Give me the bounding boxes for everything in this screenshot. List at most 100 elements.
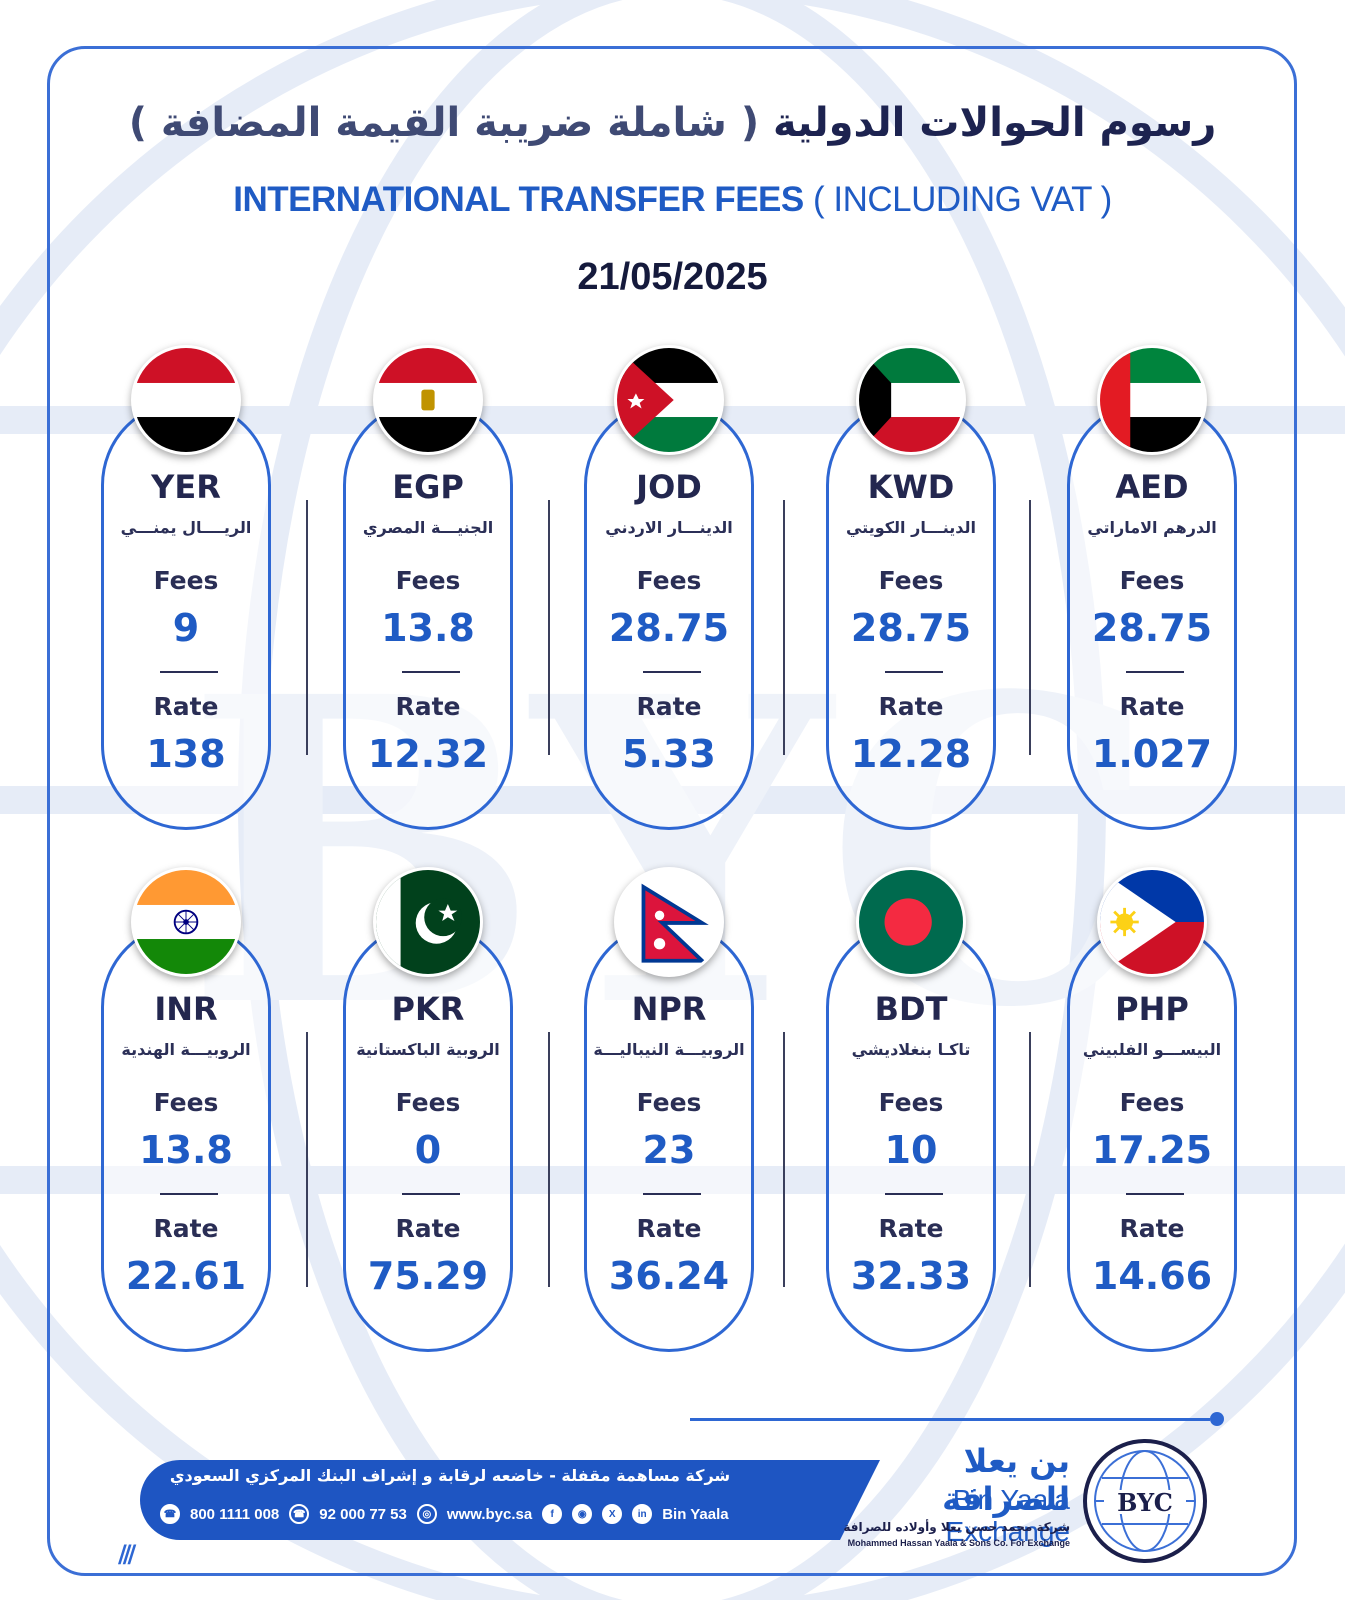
fees-value: 28.75 <box>608 606 730 650</box>
fees-value: 13.8 <box>381 606 475 650</box>
currency-card-egp: EGP الجنيـــة المصري Fees 13.8 Rate 12.3… <box>343 345 513 830</box>
currency-card-kwd: KWD الدينـــار الكويتي Fees 28.75 Rate 1… <box>826 345 996 830</box>
yemen-flag-icon <box>131 345 241 455</box>
whatsapp-icon: ☎ <box>289 1504 310 1524</box>
rate-value: 12.32 <box>367 732 489 776</box>
fees-value: 0 <box>414 1128 442 1172</box>
currency-card-pkr: PKR الروبية الباكستانية Fees 0 Rate 75.2… <box>343 867 513 1352</box>
rate-value: 22.61 <box>125 1254 247 1298</box>
phone-number-2[interactable]: 92 000 77 53 <box>319 1505 407 1523</box>
title-arabic: رسوم الحوالات الدولية ( شاملة ضريبة القي… <box>0 100 1345 146</box>
byc-logo: BYC <box>1083 1439 1207 1563</box>
rate-label: Rate <box>1119 1214 1185 1243</box>
currency-code: KWD <box>867 468 955 506</box>
currency-code: BDT <box>874 990 948 1028</box>
x-icon[interactable]: X <box>602 1504 623 1524</box>
currency-name-ar: الريــــال يمنـــي <box>120 518 252 537</box>
footer-legal-text: شركة مساهمة مقفلة - خاضعه لرقابة و إشراف… <box>169 1466 731 1485</box>
column-separator <box>306 1032 308 1287</box>
egypt-flag-icon <box>373 345 483 455</box>
fees-label: Fees <box>878 566 944 595</box>
currency-card-npr: NPR الروبيـــة النيباليـــة Fees 23 Rate… <box>584 867 754 1352</box>
fees-label: Fees <box>1119 566 1185 595</box>
rate-value: 5.33 <box>622 732 716 776</box>
currency-name-ar: البيســـو الفلبيني <box>1082 1040 1222 1059</box>
currency-name-ar: الدرهم الاماراتي <box>1087 518 1217 537</box>
title-english: INTERNATIONAL TRANSFER FEES ( INCLUDING … <box>0 180 1345 220</box>
kuwait-flag-icon <box>856 345 966 455</box>
title-en-main: INTERNATIONAL TRANSFER FEES <box>233 180 804 219</box>
fees-label: Fees <box>1119 1088 1185 1117</box>
rate-value: 1.027 <box>1091 732 1213 776</box>
rate-label: Rate <box>1119 692 1185 721</box>
currency-name-ar: الدينـــار الكويتي <box>845 518 977 537</box>
fees-value: 10 <box>884 1128 938 1172</box>
divider <box>1126 1193 1184 1195</box>
rate-label: Rate <box>153 1214 219 1243</box>
instagram-icon[interactable]: ◉ <box>572 1504 593 1524</box>
nepal-flag-icon <box>614 867 724 977</box>
divider <box>643 671 701 673</box>
pakistan-flag-icon <box>373 867 483 977</box>
divider <box>160 1193 218 1195</box>
fees-label: Fees <box>636 1088 702 1117</box>
currency-card-php: PHP البيســـو الفلبيني Fees 17.25 Rate 1… <box>1067 867 1237 1352</box>
fees-label: Fees <box>395 566 461 595</box>
column-separator <box>548 1032 550 1287</box>
currency-name-ar: الجنيـــة المصري <box>362 518 494 537</box>
rate-value: 75.29 <box>367 1254 489 1298</box>
phone-number-1[interactable]: 800 1111 008 <box>190 1505 280 1523</box>
fees-value: 28.75 <box>850 606 972 650</box>
currency-code: NPR <box>631 990 707 1028</box>
decorative-slashes: /// <box>118 1540 136 1568</box>
divider <box>402 1193 460 1195</box>
column-separator <box>306 500 308 755</box>
rate-label: Rate <box>153 692 219 721</box>
website-link[interactable]: www.byc.sa <box>446 1505 533 1523</box>
divider <box>1126 671 1184 673</box>
logo-text: BYC <box>1117 1488 1173 1517</box>
currency-code: PHP <box>1115 990 1189 1028</box>
currency-code: JOD <box>636 468 702 506</box>
column-separator <box>783 1032 785 1287</box>
fees-value: 9 <box>172 606 200 650</box>
rate-value: 12.28 <box>850 732 972 776</box>
rate-label: Rate <box>878 1214 944 1243</box>
currency-code: PKR <box>391 990 465 1028</box>
column-separator <box>1029 1032 1031 1287</box>
rate-label: Rate <box>395 692 461 721</box>
currency-code: EGP <box>392 468 464 506</box>
footer-contacts: ☎ 800 1111 008 ☎ 92 000 77 53 ◎ www.byc.… <box>160 1499 760 1529</box>
currency-code: AED <box>1115 468 1189 506</box>
rate-value: 32.33 <box>850 1254 972 1298</box>
facebook-icon[interactable]: f <box>542 1504 563 1524</box>
phone-icon: ☎ <box>160 1504 180 1524</box>
linkedin-icon[interactable]: in <box>632 1504 653 1524</box>
divider <box>160 671 218 673</box>
brand-name-arabic: بن يعلا للصرافة <box>942 1442 1070 1518</box>
currency-name-ar: الروبية الباكستانية <box>356 1040 500 1059</box>
fees-label: Fees <box>636 566 702 595</box>
divider <box>885 671 943 673</box>
currency-name-ar: الروبيـــة النيباليـــة <box>593 1040 745 1059</box>
currency-card-jod: JOD الدينـــار الاردني Fees 28.75 Rate 5… <box>584 345 754 830</box>
column-separator <box>783 500 785 755</box>
fees-label: Fees <box>153 566 219 595</box>
bangladesh-flag-icon <box>856 867 966 977</box>
divider <box>643 1193 701 1195</box>
rate-value: 36.24 <box>608 1254 730 1298</box>
footer-accent-dot <box>1210 1412 1224 1426</box>
rate-label: Rate <box>395 1214 461 1243</box>
content-frame <box>47 46 1297 1576</box>
brand-name-english: Bin Yaala Exchange <box>945 1484 1070 1547</box>
rate-label: Rate <box>878 692 944 721</box>
currency-code: INR <box>154 990 218 1028</box>
rate-value: 138 <box>146 732 226 776</box>
fees-value: 23 <box>642 1128 696 1172</box>
currency-card-inr: INR الروبيـــة الهندية Fees 13.8 Rate 22… <box>101 867 271 1352</box>
fees-value: 13.8 <box>139 1128 233 1172</box>
fees-label: Fees <box>153 1088 219 1117</box>
philippines-flag-icon <box>1097 867 1207 977</box>
currency-name-ar: تاكـا بنغلاديشي <box>851 1040 971 1059</box>
footer-accent-line <box>690 1418 1210 1421</box>
